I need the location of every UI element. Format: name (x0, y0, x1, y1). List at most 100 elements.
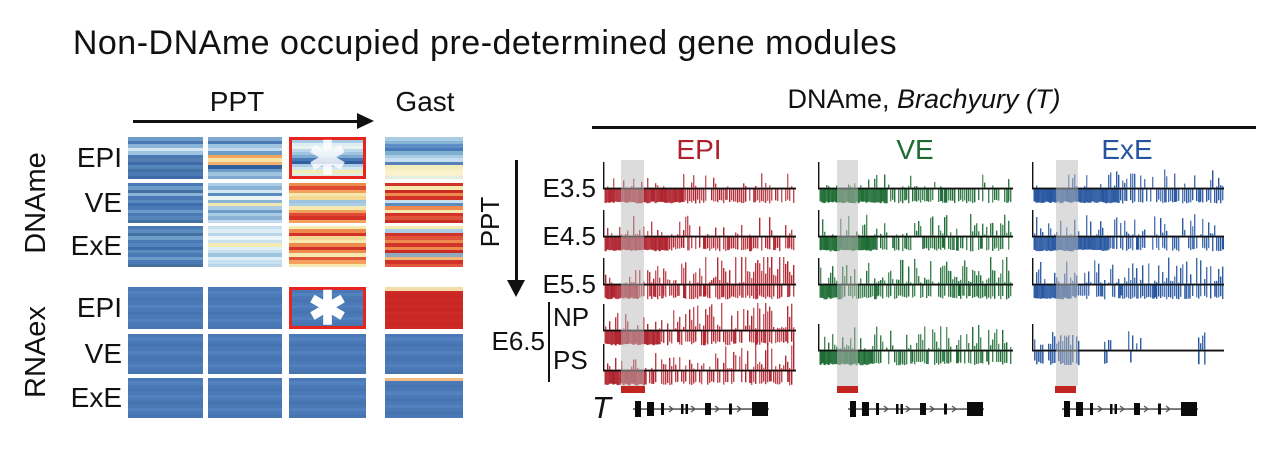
heatmap-stripe (385, 387, 463, 392)
heatmap-stripe (208, 196, 282, 200)
heatmap-stripe (385, 367, 463, 371)
heatmap-stripe (385, 243, 463, 247)
heatmap-stripe (208, 161, 282, 165)
heatmap-stripe (208, 287, 282, 291)
gene-model (1062, 401, 1198, 417)
heatmap-cell-dname-r2-c2 (289, 226, 366, 268)
heatmap-stripe (385, 290, 463, 294)
heatmap-stripe (292, 161, 363, 164)
heatmap-stripe (289, 232, 366, 237)
heatmap-cell-dname-r1-c2 (289, 183, 366, 223)
heatmap-stripe (292, 164, 363, 167)
heatmap-stripe (289, 387, 366, 392)
heatmap-stripe (208, 151, 282, 155)
heatmap-stripe (289, 212, 366, 217)
heatmap-stripe (128, 297, 203, 301)
highlight-band (621, 160, 644, 386)
heatmap-stripe (385, 192, 463, 197)
gast-column-header: Gast (395, 86, 455, 117)
heatmap-cell-rnaex-r1-c0 (128, 334, 203, 374)
heatmap-stripe (289, 196, 366, 200)
heatmap-stripe (128, 140, 203, 144)
heatmap-stripe (385, 297, 463, 301)
heatmap-stripe (208, 263, 282, 268)
heatmap-cell-rnaex-r1-c2 (289, 334, 366, 374)
column-header-epi: EPI (676, 134, 722, 165)
heatmap-stripe (128, 216, 203, 220)
heatmap-stripe (208, 229, 282, 233)
heatmap-stripe (385, 304, 463, 308)
heatmap-stripe (385, 154, 463, 158)
heatmap-stripe (385, 236, 463, 240)
heatmap-stripe (128, 137, 203, 141)
heatmap-stripe (128, 236, 203, 240)
heatmap-stripe (208, 243, 282, 247)
heatmap-stripe (208, 206, 282, 210)
heatmap-stripe (385, 161, 463, 165)
heatmap-stripe (289, 363, 366, 368)
column-header-exe: ExE (1101, 134, 1153, 165)
heatmap-stripe (289, 246, 366, 250)
heatmap-stripe (208, 226, 282, 230)
heatmap-stripe (385, 229, 463, 233)
highlight-band (837, 160, 858, 386)
browser-title-gene: Brachyury (T) (897, 84, 1061, 114)
heatmap-stripe (385, 168, 463, 172)
heatmap-stripe (385, 249, 463, 254)
heatmap-stripe (385, 246, 463, 250)
heatmap-stripe (128, 397, 203, 402)
heatmap-stripe (289, 249, 366, 254)
heatmap-cell-dname-r2-c3 (385, 226, 463, 268)
heatmap-stripe (128, 263, 203, 268)
heatmap-cell-rnaex-r2-c2 (289, 378, 366, 418)
heatmap-stripe (385, 175, 463, 179)
heatmap-stripe (292, 302, 363, 305)
heatmap-stripe (208, 367, 282, 371)
promoter-marker-bar (837, 386, 858, 393)
heatmap-stripe (385, 165, 463, 169)
promoter-marker-bar (621, 386, 645, 393)
heatmap-stripe (208, 256, 282, 261)
heatmap-stripe (292, 158, 363, 161)
heatmap-stripe (289, 206, 366, 210)
heatmap-stripe (208, 260, 282, 264)
heatmap-stripe (208, 246, 282, 250)
heatmap-stripe (128, 304, 203, 308)
heatmap-stripe (292, 170, 363, 173)
stage-label-e55: E5.5 (542, 269, 597, 299)
heatmap-stripe (128, 144, 203, 148)
heatmap-stripe (292, 320, 363, 323)
heatmap-stripe (128, 175, 203, 179)
gene-model (848, 401, 984, 417)
track-epi-e5.5 (603, 257, 796, 300)
heatmap-stripe (128, 256, 203, 261)
heatmap-stripe (289, 192, 366, 197)
heatmap-stripe (289, 340, 366, 344)
heatmap-stripe (128, 158, 203, 162)
heatmap-stripe (289, 236, 366, 240)
heatmap-stripe (128, 318, 203, 322)
heatmap-cell-rnaex-r2-c1 (208, 378, 282, 418)
heatmap-stripe (385, 343, 463, 348)
heatmap-cell-rnaex-r2-c0 (128, 378, 203, 418)
heatmap-cell-rnaex-r0-c1 (208, 287, 282, 329)
heatmap-stripe (128, 334, 203, 338)
heatmap-stripe (128, 363, 203, 368)
heatmap-stripe (385, 199, 463, 203)
heatmap-stripe (208, 411, 282, 415)
browser-title-prefix: DNAme, (787, 84, 897, 114)
heatmap-stripe (128, 209, 203, 213)
heatmap-stripe (208, 340, 282, 344)
heatmap-stripe (208, 209, 282, 213)
heatmap-stripe (385, 172, 463, 176)
ppt-axis-arrow-head-icon (507, 280, 525, 297)
heatmap-stripe (208, 297, 282, 301)
heatmap-stripe (128, 401, 203, 405)
heatmap-stripe (289, 401, 366, 405)
gene-model (633, 401, 769, 417)
heatmap-stripe (128, 353, 203, 358)
heatmap-stripe (128, 165, 203, 169)
heatmap-stripe (128, 229, 203, 233)
e65-bracket (548, 302, 550, 382)
